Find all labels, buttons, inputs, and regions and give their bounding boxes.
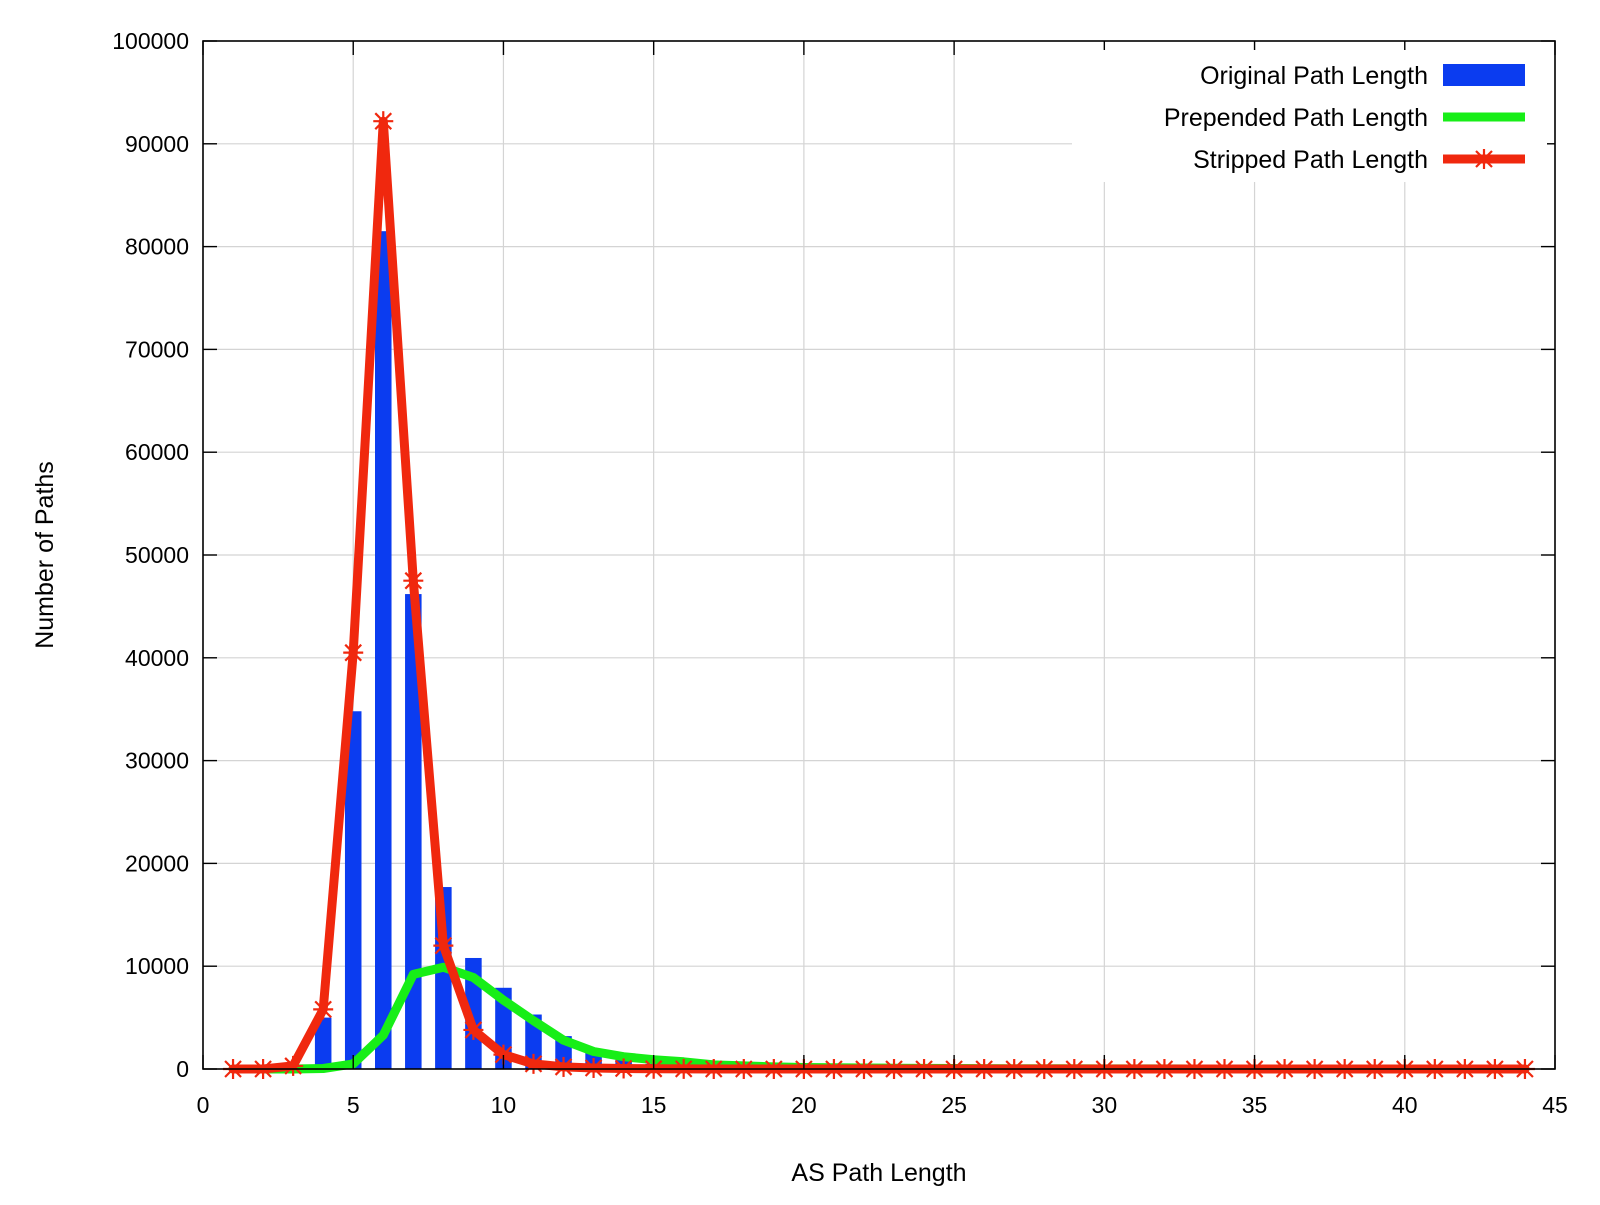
x-tick-label: 20	[791, 1092, 817, 1118]
legend-swatch	[1443, 64, 1525, 86]
bar	[375, 231, 392, 1069]
legend: Original Path Length Prepended Path Lengt…	[1072, 50, 1547, 182]
x-tick-label: 35	[1242, 1092, 1268, 1118]
legend-label: Stripped Path Length	[1193, 146, 1428, 174]
x-tick-label: 45	[1542, 1092, 1568, 1118]
y-tick-label: 30000	[125, 748, 189, 774]
y-tick-label: 0	[176, 1056, 189, 1082]
y-tick-label: 70000	[125, 336, 189, 362]
y-tick-label: 10000	[125, 953, 189, 979]
y-tick-label: 80000	[125, 234, 189, 260]
y-tick-label: 50000	[125, 542, 189, 568]
stripped-line	[233, 121, 1525, 1069]
prepended-line	[233, 967, 1525, 1069]
x-tick-label: 40	[1392, 1092, 1418, 1118]
data-point-marker	[554, 1057, 574, 1077]
x-tick-label: 30	[1092, 1092, 1118, 1118]
data-point-marker	[313, 999, 333, 1019]
data-point-marker	[343, 643, 363, 663]
data-point-marker	[373, 111, 393, 131]
y-tick-label: 60000	[125, 439, 189, 465]
y-tick-label: 90000	[125, 131, 189, 157]
legend-label: Original Path Length	[1200, 62, 1428, 90]
data-point-marker	[283, 1056, 303, 1076]
x-tick-label: 0	[197, 1092, 210, 1118]
bar-series	[285, 231, 812, 1069]
data-point-marker	[523, 1054, 543, 1074]
data-point-marker	[463, 1020, 483, 1040]
legend-label: Prepended Path Length	[1164, 104, 1428, 132]
x-tick-label: 15	[641, 1092, 667, 1118]
data-point-marker	[403, 571, 423, 591]
y-tick-label: 40000	[125, 645, 189, 671]
data-point-marker	[433, 936, 453, 956]
x-axis-label: AS Path Length	[791, 1159, 966, 1187]
x-tick-label: 10	[491, 1092, 517, 1118]
y-axis-label: Number of Paths	[31, 461, 59, 649]
x-tick-label: 5	[347, 1092, 360, 1118]
x-tick-label: 25	[941, 1092, 967, 1118]
data-point-marker	[584, 1058, 604, 1078]
y-tick-label: 100000	[112, 28, 189, 54]
y-tick-label: 20000	[125, 850, 189, 876]
